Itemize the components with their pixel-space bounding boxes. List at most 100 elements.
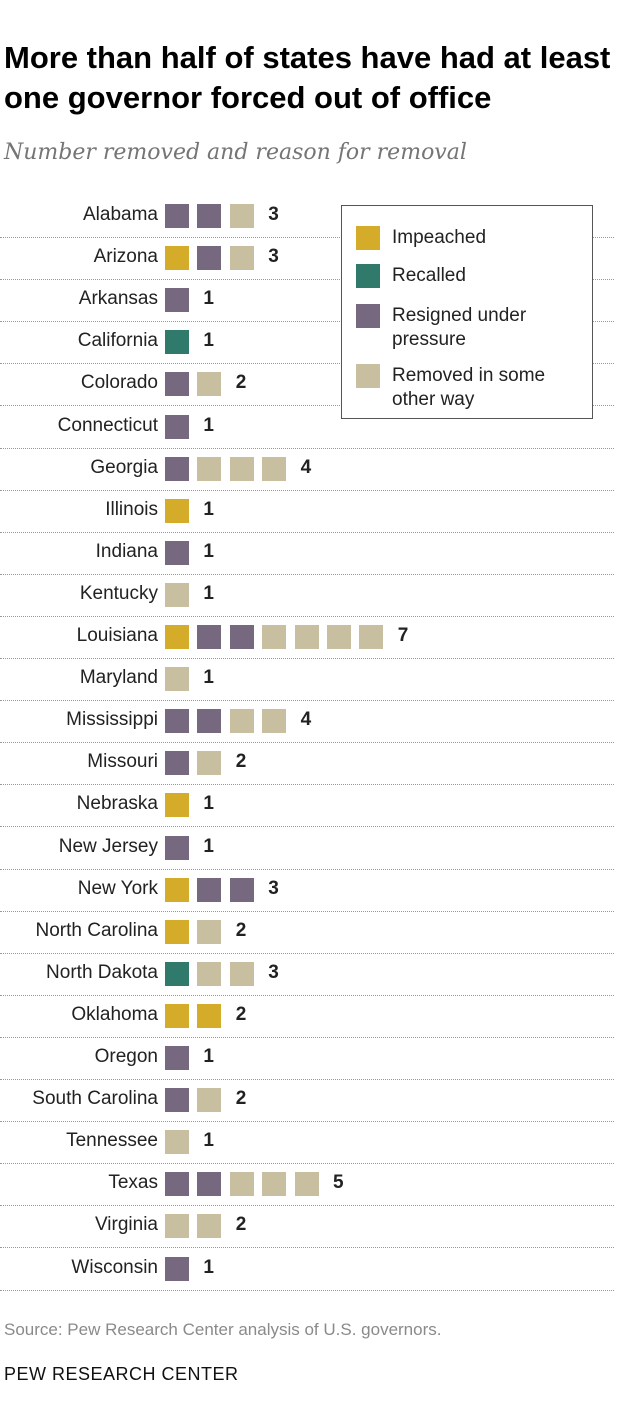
unit-square-resigned	[197, 1172, 222, 1197]
unit-square-other	[229, 1172, 254, 1197]
chart-row: Kentucky 1	[0, 575, 620, 617]
row-divider	[0, 531, 614, 533]
category-label: Texas	[108, 1172, 158, 1194]
unit-square-resigned	[165, 709, 189, 734]
unit-square-other	[197, 456, 222, 481]
chart-row: Tennessee 1	[0, 1122, 620, 1165]
chart-row: Connecticut 1	[0, 407, 620, 449]
category-label: Alabama	[83, 204, 158, 225]
category-label: Indiana	[95, 540, 158, 562]
row-divider	[0, 826, 614, 828]
unit-bar-chart: Alabama 3 Arizona 3 Arkansas 1 California 1 Colo…	[0, 196, 620, 1296]
unit-square-resigned	[165, 540, 189, 565]
category-label: Arizona	[93, 246, 158, 268]
unit-square-resigned	[165, 1172, 189, 1197]
chart-row: Alabama 3	[0, 196, 620, 238]
total-label: 1	[203, 1130, 214, 1152]
unit-square-other	[197, 751, 222, 776]
chart-row: Wisconsin 1	[0, 1249, 620, 1291]
unit-square-impeached	[165, 793, 189, 818]
unit-square-other	[327, 625, 351, 649]
unit-square-resigned	[197, 204, 222, 228]
chart-row: Georgia 4	[0, 449, 620, 491]
total-label: 1	[203, 1256, 214, 1278]
row-divider	[0, 363, 614, 365]
unit-square-resigned	[197, 709, 222, 734]
unit-square-resigned	[165, 456, 189, 481]
unit-square-other	[165, 1214, 189, 1239]
total-label: 4	[300, 709, 312, 731]
category-label: Tennessee	[66, 1130, 158, 1152]
unit-square-impeached	[165, 246, 189, 271]
chart-row: Illinois 1	[0, 491, 620, 533]
brand-footer: PEW RESEARCH CENTER	[4, 1364, 239, 1384]
total-label: 4	[300, 456, 312, 478]
chart-row: New Jersey 1	[0, 828, 620, 870]
total-label: 1	[203, 582, 214, 604]
unit-square-other	[165, 667, 189, 692]
unit-square-recalled	[165, 330, 189, 355]
total-label: 1	[203, 288, 214, 310]
chart-title: More than half of states have had at lea…	[4, 40, 611, 115]
row-divider	[0, 1163, 614, 1165]
chart-row: Nebraska 1	[0, 785, 620, 828]
legend-label: Resigned under pressure	[392, 305, 527, 350]
total-label: 1	[203, 667, 214, 689]
category-label: Virginia	[94, 1214, 158, 1236]
unit-square-resigned	[229, 625, 254, 649]
category-label: North Dakota	[46, 961, 158, 983]
unit-square-other	[197, 1088, 222, 1113]
unit-square-recalled	[165, 961, 189, 986]
chart-row: New York 3	[0, 870, 620, 912]
total-label: 5	[333, 1172, 344, 1194]
unit-square-resigned	[165, 414, 189, 439]
row-divider	[0, 1247, 614, 1249]
row-divider	[0, 279, 614, 281]
category-label: Maryland	[79, 667, 158, 689]
row-divider	[0, 1121, 614, 1123]
total-label: 2	[235, 1003, 247, 1025]
chart-row: South Carolina 2	[0, 1080, 620, 1123]
category-label: Kentucky	[79, 582, 158, 604]
legend-label: Impeached	[392, 227, 487, 248]
unit-square-resigned	[165, 1046, 189, 1070]
row-divider	[0, 405, 614, 407]
unit-square-other	[262, 625, 287, 649]
chart-legend: Impeached Recalled Resigned under pressure…	[341, 205, 593, 419]
row-divider	[0, 573, 614, 575]
row-divider	[0, 742, 614, 744]
row-divider	[0, 489, 614, 491]
unit-square-impeached	[165, 1003, 189, 1028]
row-divider	[0, 952, 614, 954]
chart-row: Oklahoma 2	[0, 996, 620, 1038]
category-label: Wisconsin	[71, 1256, 158, 1278]
chart-row: Arizona 3	[0, 238, 620, 281]
total-label: 7	[397, 625, 409, 646]
chart-subtitle: Number removed and reason for removal	[4, 140, 467, 165]
category-label: Colorado	[80, 372, 158, 394]
row-divider	[0, 447, 614, 449]
category-label: Oregon	[94, 1046, 158, 1067]
unit-square-resigned	[165, 372, 189, 397]
unit-square-other	[197, 372, 222, 397]
unit-square-resigned	[229, 877, 254, 902]
total-label: 2	[235, 751, 247, 773]
category-label: South Carolina	[32, 1088, 158, 1110]
unit-square-impeached	[165, 498, 189, 523]
legend-swatch	[356, 264, 380, 288]
total-label: 1	[203, 330, 214, 352]
unit-square-other	[165, 1130, 189, 1155]
unit-square-other	[229, 456, 254, 481]
category-label: Arkansas	[78, 288, 158, 310]
total-label: 3	[268, 961, 279, 983]
total-label: 2	[235, 372, 247, 394]
total-label: 1	[203, 1046, 214, 1067]
unit-square-other	[359, 625, 384, 649]
unit-square-impeached	[165, 919, 189, 944]
chart-row: Arkansas 1	[0, 280, 620, 323]
total-label: 2	[235, 919, 247, 941]
unit-square-other	[294, 1172, 319, 1197]
unit-square-other	[229, 709, 254, 734]
unit-square-resigned	[165, 1088, 189, 1113]
row-divider	[0, 658, 614, 659]
